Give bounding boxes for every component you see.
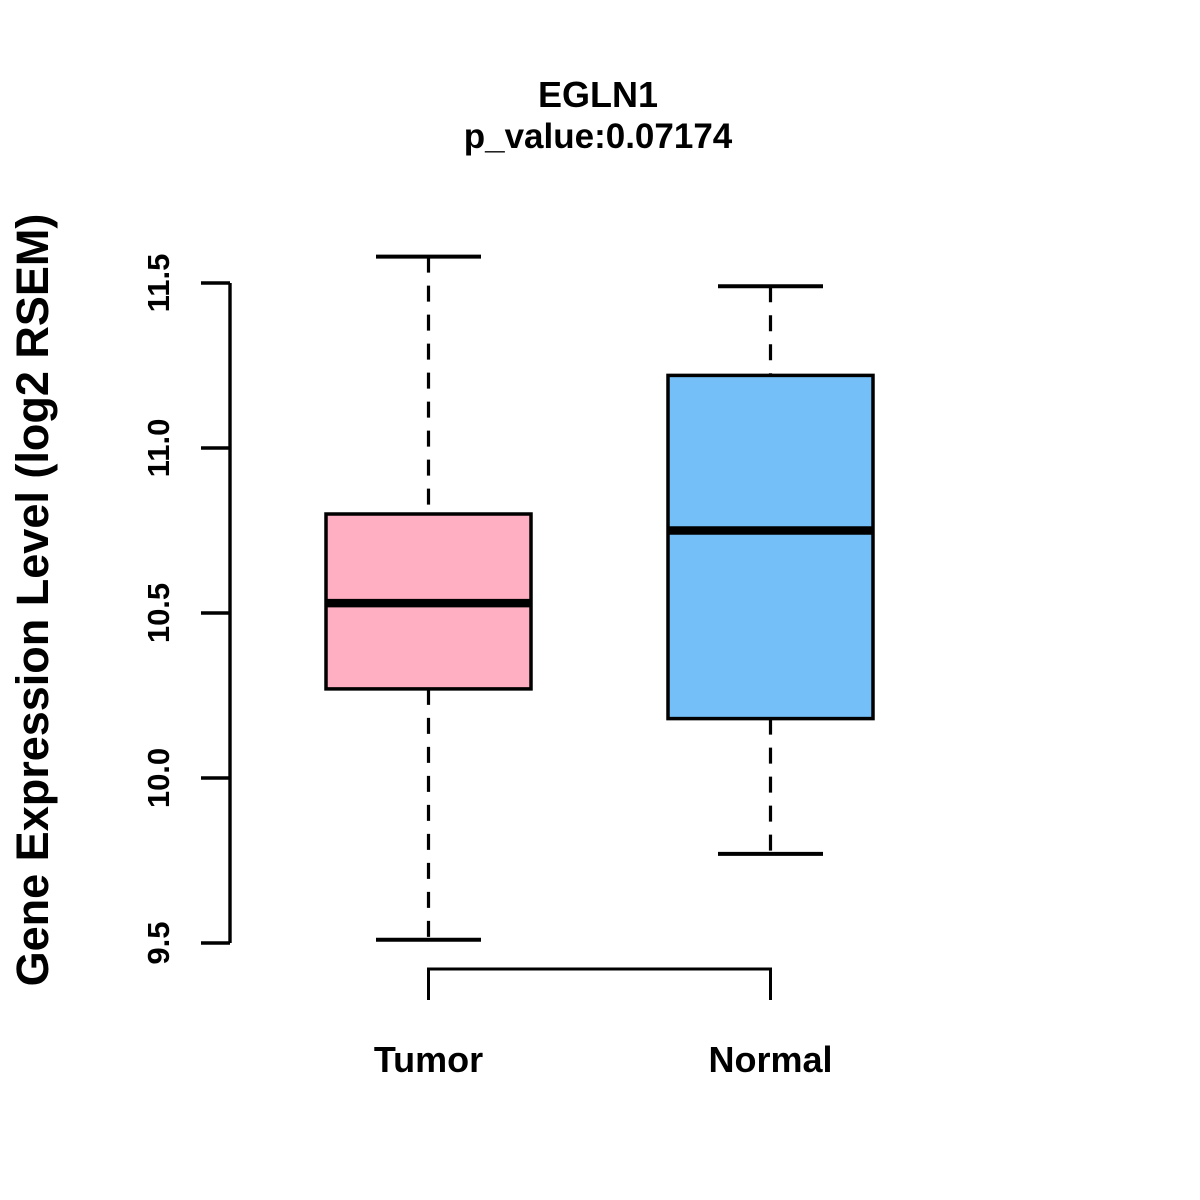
- chart-title: EGLN1: [537, 74, 659, 115]
- chart-subtitle: p_value:0.07174: [463, 117, 733, 156]
- x-category-label: Normal: [708, 1039, 832, 1080]
- y-axis-label: Gene Expression Level (log2 RSEM): [7, 213, 58, 987]
- y-tick-label: 10.0: [141, 748, 176, 808]
- y-tick-label: 9.5: [141, 921, 176, 964]
- x-category-label: Tumor: [374, 1039, 483, 1080]
- box-normal-iqr: [666, 373, 875, 721]
- y-tick-label: 10.5: [141, 583, 176, 643]
- y-tick-label: 11.5: [141, 254, 176, 313]
- comparison-bracket: [427, 967, 772, 1000]
- y-tick-label: 11.0: [141, 419, 176, 478]
